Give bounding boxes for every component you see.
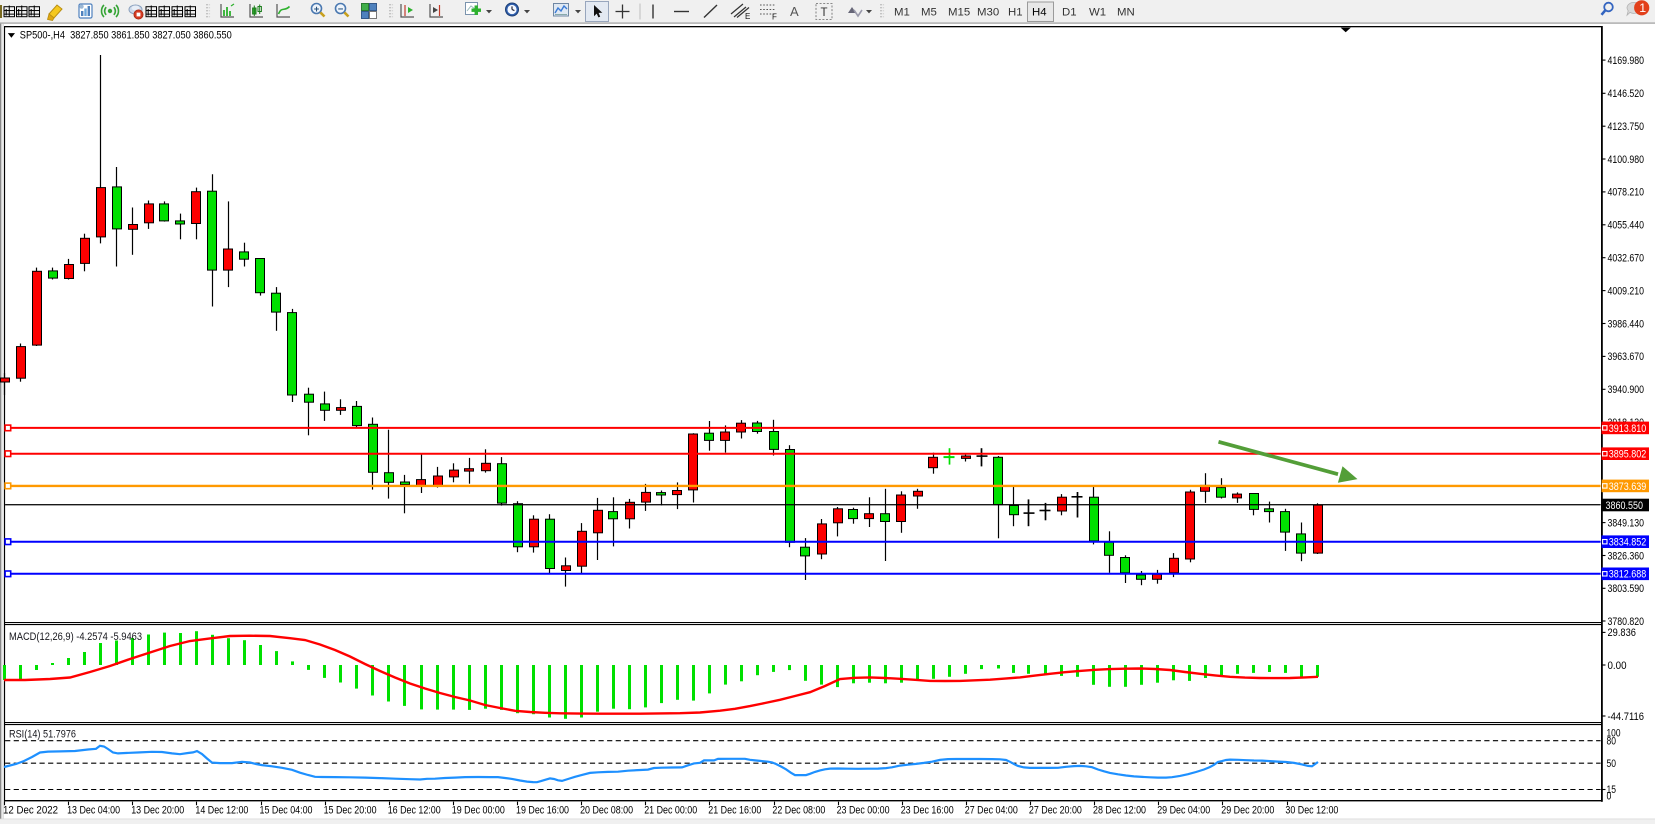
- svg-text:3812.688: 3812.688: [1609, 569, 1647, 581]
- svg-text:14 Dec 12:00: 14 Dec 12:00: [195, 805, 248, 817]
- svg-text:13 Dec 20:00: 13 Dec 20:00: [131, 805, 184, 817]
- svg-text:SP500-,H4 3827.850 3861.850 3: SP500-,H4 3827.850 3861.850 3827.050 386…: [20, 30, 232, 42]
- svg-text:3826.360: 3826.360: [1608, 550, 1645, 562]
- svg-text:D1: D1: [1062, 7, 1077, 19]
- svg-text:4032.670: 4032.670: [1608, 253, 1645, 265]
- svg-text:H1: H1: [1008, 7, 1023, 19]
- svg-text:23 Dec 16:00: 23 Dec 16:00: [901, 805, 954, 817]
- svg-text:19 Dec 16:00: 19 Dec 16:00: [516, 805, 569, 817]
- svg-text:27 Dec 04:00: 27 Dec 04:00: [965, 805, 1018, 817]
- svg-text:29.836: 29.836: [1608, 627, 1636, 639]
- svg-text:3849.130: 3849.130: [1608, 517, 1645, 529]
- svg-text:3780.820: 3780.820: [1608, 616, 1645, 628]
- svg-text:29 Dec 20:00: 29 Dec 20:00: [1221, 805, 1274, 817]
- svg-text:21 Dec 00:00: 21 Dec 00:00: [644, 805, 697, 817]
- svg-text:+: +: [314, 4, 320, 15]
- svg-text:100: 100: [1607, 727, 1621, 739]
- svg-text:3940.900: 3940.900: [1608, 384, 1645, 396]
- svg-text:29 Dec 04:00: 29 Dec 04:00: [1157, 805, 1210, 817]
- svg-text:3860.550: 3860.550: [1606, 500, 1644, 512]
- svg-text:4055.440: 4055.440: [1608, 220, 1645, 232]
- svg-text:4146.520: 4146.520: [1608, 88, 1645, 100]
- svg-text:21 Dec 16:00: 21 Dec 16:00: [708, 805, 761, 817]
- svg-text:A: A: [790, 4, 799, 19]
- svg-text:M15: M15: [948, 7, 970, 19]
- svg-text:E: E: [745, 12, 750, 21]
- svg-text:MACD(12,26,9) -4.2574 -5.9463: MACD(12,26,9) -4.2574 -5.9463: [9, 631, 142, 643]
- svg-text:-44.7116: -44.7116: [1608, 711, 1645, 723]
- svg-text:23 Dec 00:00: 23 Dec 00:00: [837, 805, 890, 817]
- svg-text:3873.639: 3873.639: [1609, 481, 1647, 493]
- svg-text:13 Dec 04:00: 13 Dec 04:00: [67, 805, 120, 817]
- svg-text:27 Dec 20:00: 27 Dec 20:00: [1029, 805, 1082, 817]
- svg-text:W1: W1: [1089, 7, 1106, 19]
- svg-text:28 Dec 12:00: 28 Dec 12:00: [1093, 805, 1146, 817]
- svg-text:80: 80: [1607, 736, 1617, 748]
- svg-text:19 Dec 00:00: 19 Dec 00:00: [452, 805, 505, 817]
- svg-text:12 Dec 2022: 12 Dec 2022: [3, 805, 58, 817]
- svg-text:3834.852: 3834.852: [1609, 537, 1647, 549]
- svg-text:15 Dec 04:00: 15 Dec 04:00: [260, 805, 313, 817]
- svg-text:4123.750: 4123.750: [1608, 121, 1645, 133]
- svg-text:M1: M1: [894, 7, 910, 19]
- svg-text:1: 1: [1639, 1, 1646, 15]
- svg-text:0.00: 0.00: [1608, 660, 1627, 672]
- svg-text:−: −: [338, 4, 344, 15]
- svg-text:T: T: [821, 7, 828, 19]
- svg-text:4078.210: 4078.210: [1608, 187, 1645, 199]
- svg-text:15: 15: [1607, 784, 1617, 796]
- svg-text:MN: MN: [1117, 7, 1135, 19]
- svg-text:3986.440: 3986.440: [1608, 318, 1645, 330]
- svg-text:M30: M30: [977, 7, 999, 19]
- svg-text:3803.590: 3803.590: [1608, 583, 1645, 595]
- svg-text:20 Dec 08:00: 20 Dec 08:00: [580, 805, 633, 817]
- svg-text:3963.670: 3963.670: [1608, 351, 1645, 363]
- svg-text:RSI(14) 51.7976: RSI(14) 51.7976: [9, 729, 76, 741]
- svg-text:F: F: [772, 13, 777, 22]
- svg-text:3895.802: 3895.802: [1609, 449, 1647, 461]
- svg-text:15 Dec 20:00: 15 Dec 20:00: [324, 805, 377, 817]
- svg-text:M5: M5: [921, 7, 937, 19]
- svg-text:4009.210: 4009.210: [1608, 285, 1645, 297]
- svg-text:H4: H4: [1032, 7, 1047, 19]
- svg-text:4100.980: 4100.980: [1608, 154, 1645, 166]
- svg-text:3913.810: 3913.810: [1609, 423, 1647, 435]
- svg-text:22 Dec 08:00: 22 Dec 08:00: [772, 805, 825, 817]
- svg-text:0: 0: [1607, 791, 1612, 803]
- svg-text:4169.980: 4169.980: [1608, 55, 1645, 67]
- svg-text:16 Dec 12:00: 16 Dec 12:00: [388, 805, 441, 817]
- svg-text:30 Dec 12:00: 30 Dec 12:00: [1285, 805, 1338, 817]
- svg-text:50: 50: [1607, 758, 1617, 770]
